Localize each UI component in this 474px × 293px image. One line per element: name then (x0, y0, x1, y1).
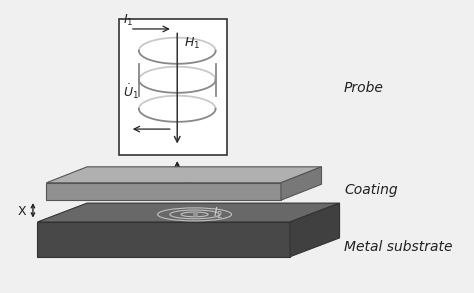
Text: X: X (18, 205, 26, 218)
Bar (118, 19, 227, 155)
Text: Probe: Probe (344, 81, 384, 96)
Text: $I_1$: $I_1$ (123, 12, 134, 28)
Polygon shape (37, 222, 290, 257)
Text: Metal substrate: Metal substrate (344, 240, 453, 254)
Polygon shape (46, 183, 281, 200)
Text: Coating: Coating (344, 183, 398, 197)
Polygon shape (281, 167, 321, 200)
Text: $H_1$: $H_1$ (184, 36, 200, 51)
Text: $\dot{U}_1$: $\dot{U}_1$ (123, 82, 139, 101)
Polygon shape (290, 203, 339, 257)
Polygon shape (46, 167, 321, 183)
Text: $H_2$: $H_2$ (182, 176, 199, 191)
Text: $I_2$: $I_2$ (213, 205, 223, 221)
Polygon shape (37, 203, 339, 222)
